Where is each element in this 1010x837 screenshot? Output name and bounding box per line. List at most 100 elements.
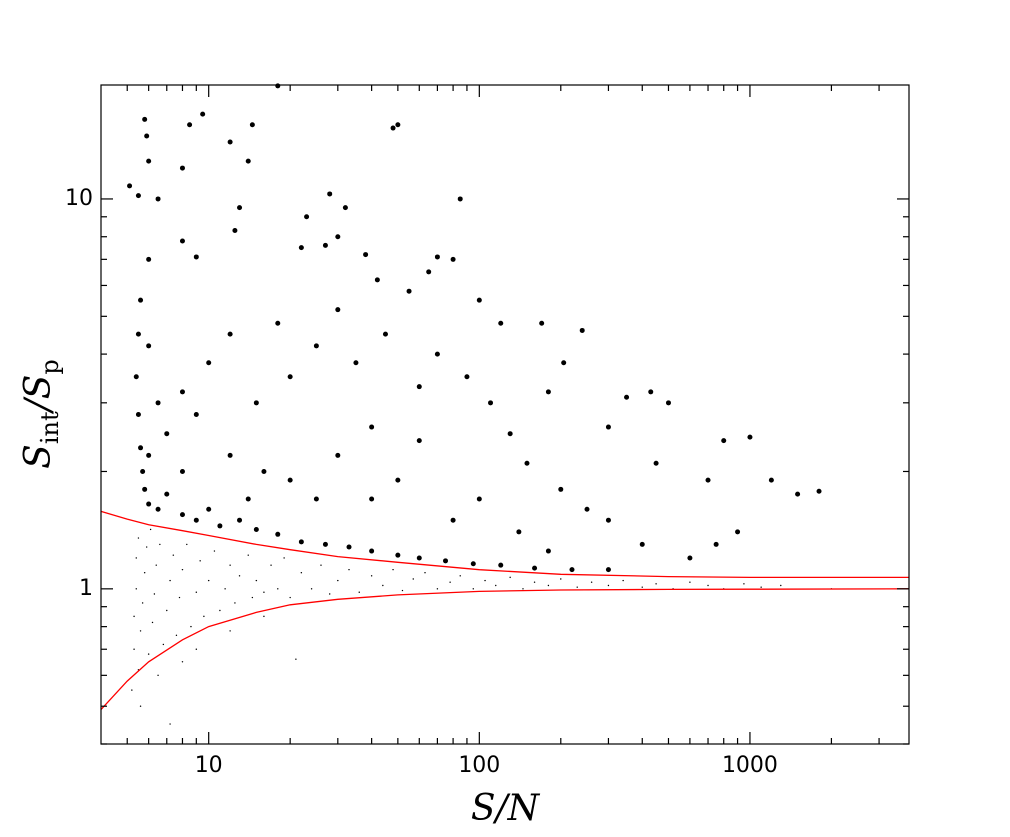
small-point — [153, 593, 156, 595]
y-label-part: S — [18, 444, 59, 469]
small-point — [166, 609, 168, 612]
point — [146, 501, 152, 507]
point — [369, 424, 375, 430]
point — [135, 193, 141, 199]
point — [395, 552, 401, 558]
point — [605, 517, 611, 523]
small-point — [169, 723, 171, 725]
point — [450, 256, 456, 262]
small-point — [139, 705, 142, 707]
point — [374, 277, 380, 283]
point — [584, 506, 590, 512]
point — [155, 506, 161, 512]
small-point — [263, 591, 265, 593]
point — [539, 320, 545, 326]
small-point — [203, 615, 205, 618]
small-point — [263, 615, 265, 618]
point — [470, 561, 476, 567]
y-tick-label: 1 — [79, 576, 93, 601]
point — [142, 116, 148, 122]
small-point — [172, 554, 175, 556]
small-point — [607, 584, 610, 587]
point — [335, 452, 341, 458]
small-point — [229, 564, 231, 566]
point — [227, 331, 233, 337]
small-point — [337, 579, 339, 582]
small-point — [133, 648, 135, 650]
small-point — [424, 571, 426, 574]
point — [713, 541, 719, 547]
small-point — [382, 584, 384, 587]
point — [275, 531, 281, 537]
point — [193, 517, 199, 523]
x-tick-label: 1000 — [722, 753, 778, 778]
point — [322, 242, 328, 248]
small-point — [149, 528, 152, 531]
point — [516, 529, 522, 535]
small-point — [547, 584, 550, 587]
point — [261, 468, 267, 474]
small-point — [139, 630, 142, 632]
x-tick-label: 10 — [195, 753, 223, 778]
point — [287, 374, 293, 380]
point — [155, 400, 161, 406]
point — [298, 245, 304, 251]
small-point — [449, 581, 451, 583]
point — [155, 196, 161, 202]
point — [624, 394, 630, 400]
point — [142, 486, 148, 492]
small-point — [255, 579, 258, 582]
small-point — [300, 571, 303, 574]
point — [249, 122, 255, 128]
small-point — [622, 579, 624, 582]
point — [416, 438, 422, 444]
point — [304, 214, 310, 220]
point — [164, 431, 170, 437]
point — [164, 491, 170, 497]
small-point — [495, 584, 497, 587]
small-point — [157, 674, 159, 677]
point — [227, 452, 233, 458]
y-label-part: p — [36, 359, 64, 374]
small-point — [289, 596, 291, 599]
point — [179, 238, 185, 244]
point — [179, 468, 185, 474]
small-point — [159, 543, 161, 546]
small-point — [370, 575, 373, 577]
small-point — [320, 564, 322, 566]
point — [639, 541, 645, 547]
small-point — [509, 576, 511, 579]
small-point — [135, 588, 137, 590]
point — [245, 158, 251, 164]
small-point — [151, 621, 154, 624]
point — [133, 374, 139, 380]
plot-frame — [100, 84, 910, 745]
small-point — [247, 554, 249, 556]
small-point — [229, 630, 231, 632]
small-point — [207, 579, 210, 582]
point — [434, 351, 440, 357]
point — [464, 374, 470, 380]
point — [193, 412, 199, 417]
point — [353, 360, 359, 366]
point — [648, 389, 654, 395]
point — [140, 468, 146, 474]
point — [705, 477, 711, 483]
small-point — [169, 579, 171, 582]
small-point — [283, 557, 285, 559]
point — [245, 496, 251, 502]
small-point — [401, 589, 404, 592]
small-point — [137, 537, 140, 539]
point — [579, 327, 585, 333]
point — [488, 400, 494, 406]
point — [179, 389, 185, 395]
small-point — [178, 596, 181, 599]
point — [146, 256, 152, 262]
envelope-line — [100, 510, 909, 579]
point — [275, 83, 281, 89]
point — [795, 491, 801, 497]
small-point — [133, 615, 135, 618]
point — [498, 320, 504, 326]
small-point — [195, 648, 198, 650]
